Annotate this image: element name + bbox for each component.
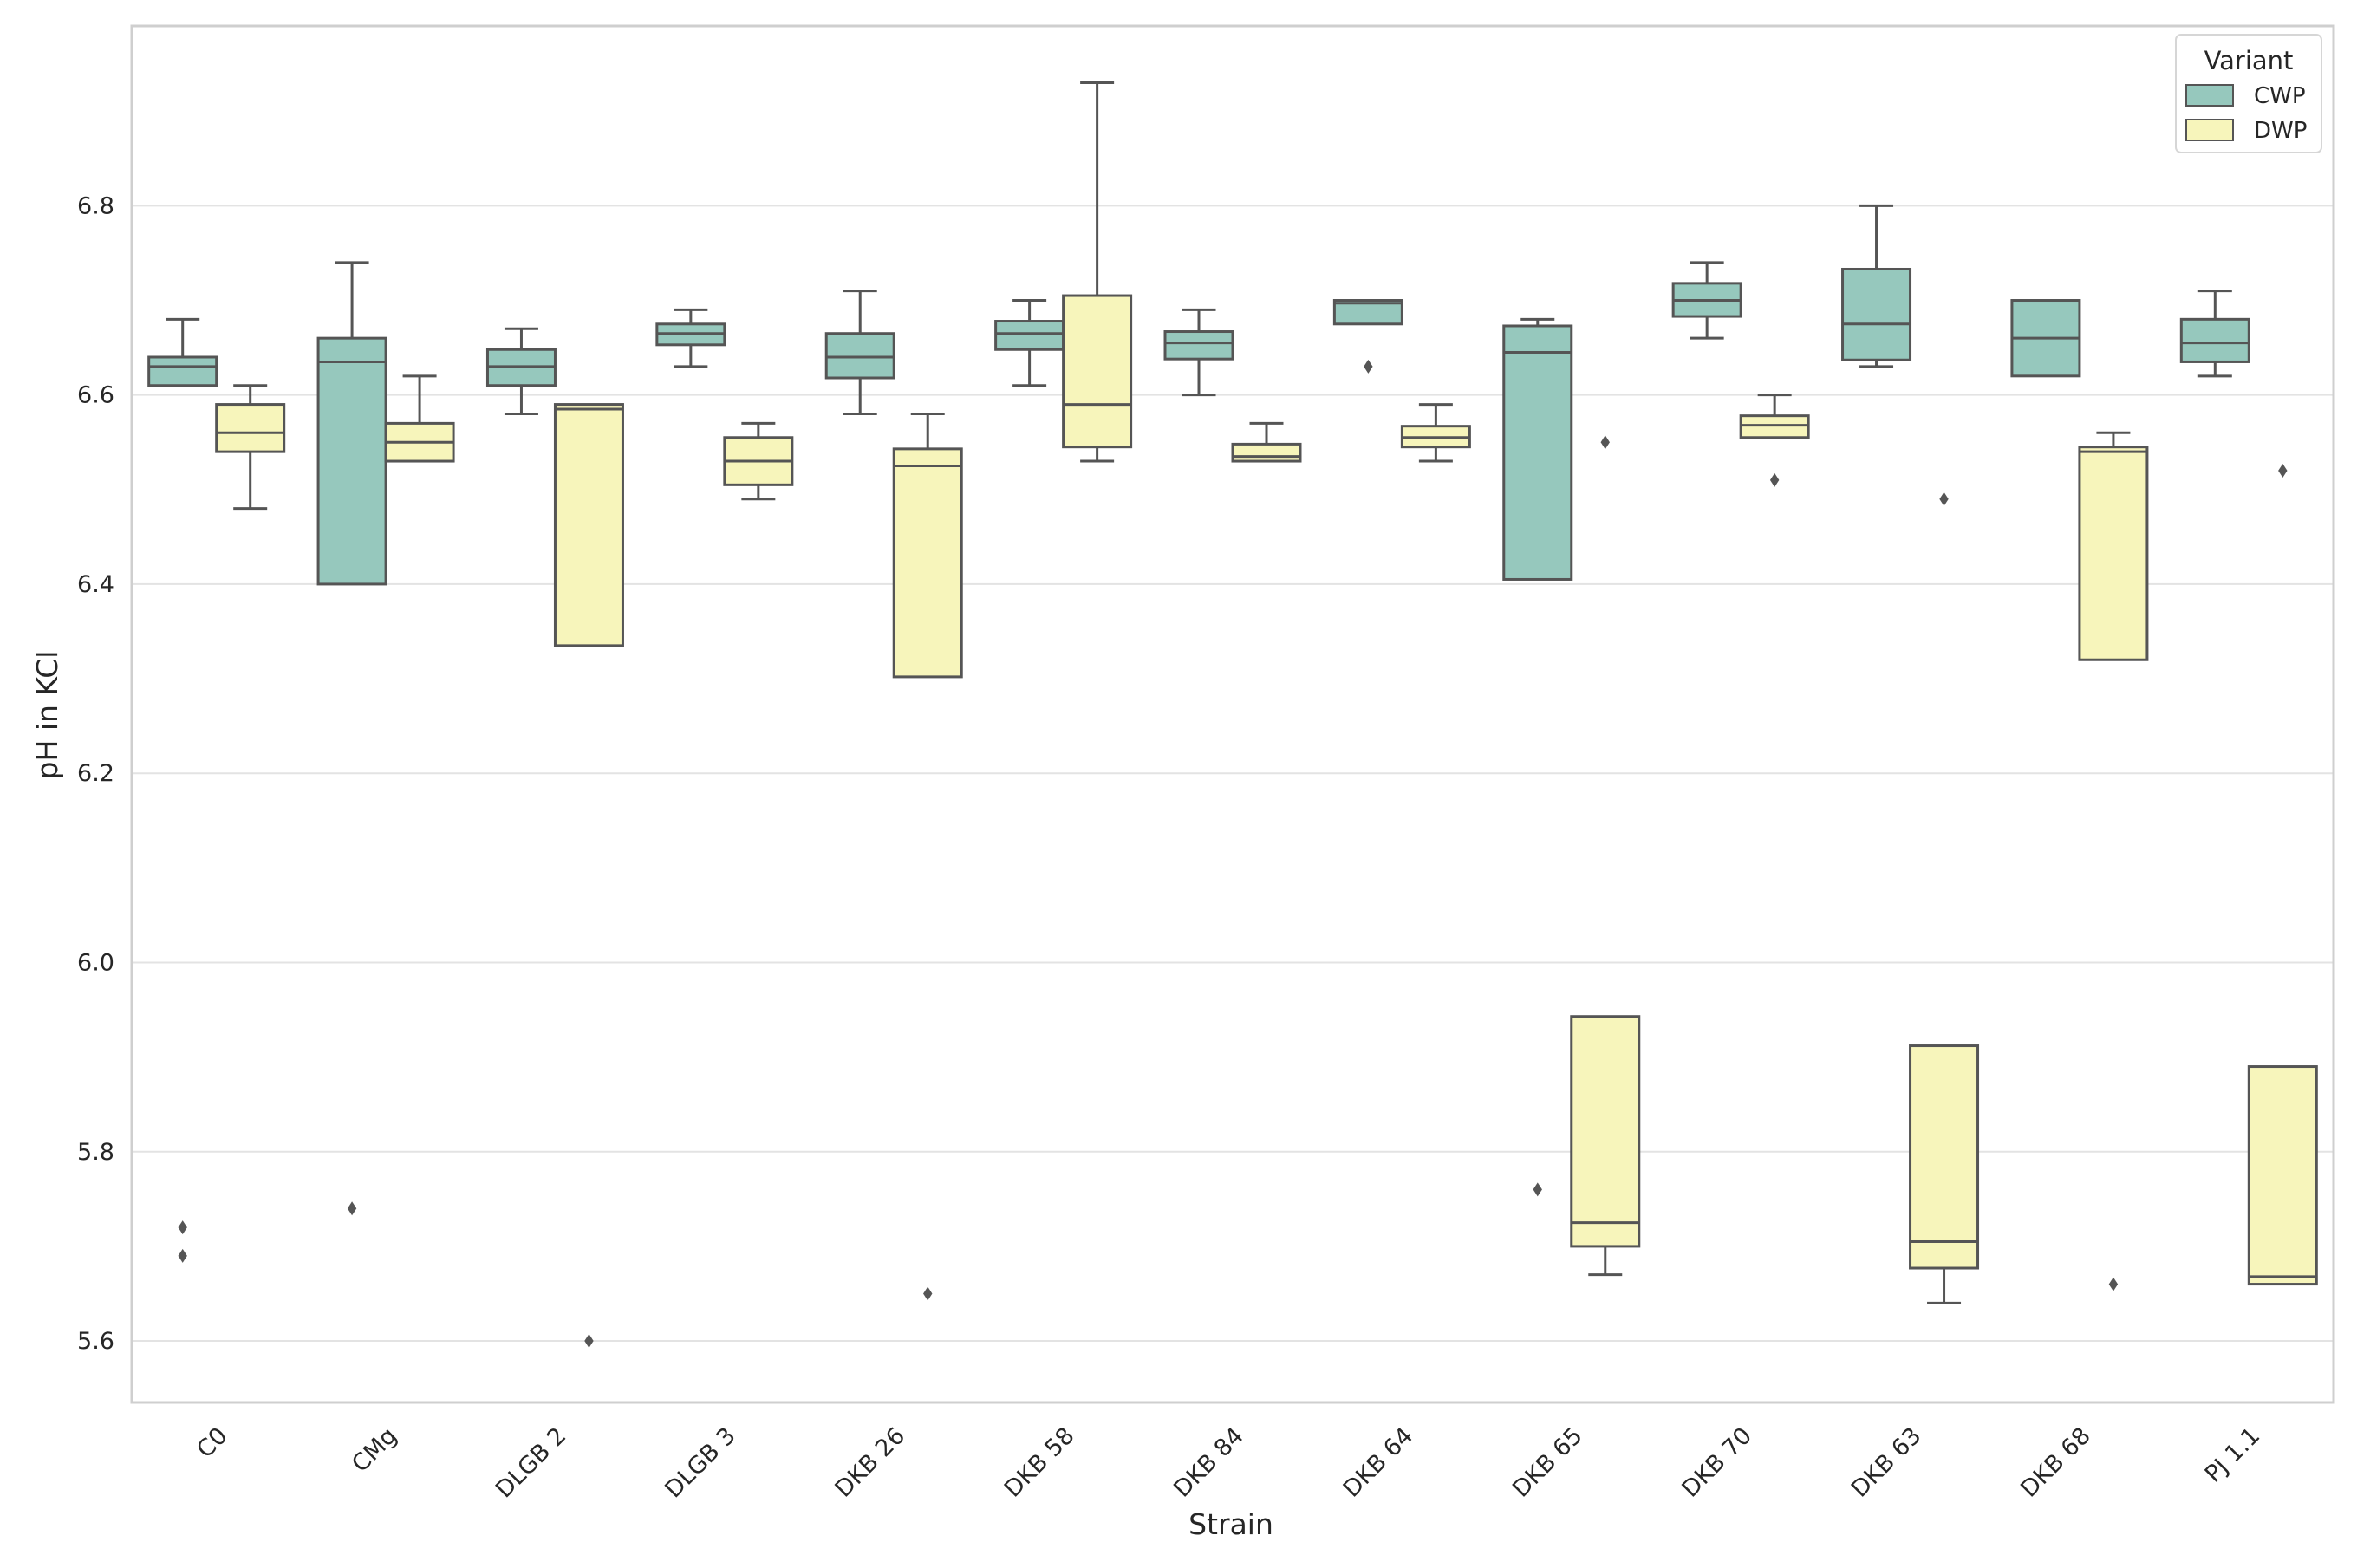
box-dwp	[384, 374, 455, 463]
box-dwp	[553, 403, 624, 1349]
box-dwp	[1909, 491, 1980, 1304]
x-tick-label: PJ 1.1	[2200, 1422, 2266, 1488]
outlier-point	[1939, 491, 1949, 506]
box-body	[147, 355, 218, 387]
y-tick-label: 5.8	[77, 1139, 114, 1166]
box-dwp	[2247, 463, 2318, 1286]
box-body	[2078, 446, 2149, 661]
plot-frame	[130, 24, 2335, 1404]
box-dwp	[1231, 421, 1302, 463]
x-axis-label: Strain	[1188, 1507, 1273, 1541]
outlier-point	[1600, 435, 1610, 450]
box-body	[316, 336, 387, 586]
x-tick-label: DKB 63	[1846, 1422, 1927, 1503]
box-body	[994, 320, 1065, 351]
x-tick-label: C0	[192, 1422, 232, 1463]
box-body	[215, 403, 286, 453]
box-body	[1062, 294, 1133, 449]
box-dwp	[1570, 435, 1641, 1277]
box-dwp	[215, 384, 286, 511]
legend-label-dwp: DWP	[2254, 118, 2307, 144]
box-body	[2179, 317, 2250, 363]
box-cwp	[1163, 308, 1234, 397]
box-dwp	[2078, 431, 2149, 1291]
box-dwp	[1739, 394, 1810, 487]
box-dwp	[1062, 81, 1133, 463]
x-tick-label: DKB 26	[830, 1422, 911, 1503]
box-cwp	[485, 327, 557, 415]
y-tick-label: 6.8	[77, 192, 114, 219]
outlier-point	[2278, 463, 2288, 478]
y-tick-label: 6.6	[77, 382, 114, 409]
y-axis-label: pH in KCl	[30, 651, 64, 780]
box-cwp	[1332, 299, 1403, 374]
x-tick-label: DKB 68	[2015, 1422, 2096, 1503]
box-cwp	[655, 308, 726, 368]
box-series	[147, 81, 2318, 1349]
y-axis-ticks: 5.6 5.8 6.0 6.2 6.4 6.6 6.8	[77, 192, 114, 1355]
y-tick-label: 6.2	[77, 760, 114, 787]
y-tick-label: 5.6	[77, 1328, 114, 1355]
gridlines	[132, 205, 2334, 1343]
y-tick-label: 6.0	[77, 949, 114, 976]
box-body	[1739, 414, 1810, 439]
x-tick-label: DLGB 3	[660, 1422, 740, 1503]
box-dwp	[892, 412, 963, 1301]
x-tick-label: DKB 84	[1169, 1422, 1249, 1503]
outlier-point	[1364, 359, 1373, 374]
box-body	[824, 332, 895, 380]
box-cwp	[1502, 317, 1573, 1197]
box-body	[2247, 1065, 2318, 1286]
box-body	[1502, 324, 1573, 581]
outlier-point	[178, 1220, 187, 1235]
x-tick-label: DLGB 2	[491, 1422, 571, 1503]
box-cwp	[994, 299, 1065, 387]
outlier-point	[1533, 1182, 1542, 1197]
box-dwp	[1400, 403, 1471, 463]
outlier-point	[2108, 1277, 2119, 1291]
legend-title: Variant	[2204, 46, 2294, 75]
x-tick-label: DKB 64	[1338, 1422, 1419, 1503]
box-cwp	[2010, 299, 2081, 378]
box-cwp	[147, 317, 218, 1263]
legend: Variant CWP DWP	[2175, 34, 2322, 153]
legend-swatch-cwp	[2185, 84, 2234, 107]
legend-label-cwp: CWP	[2254, 83, 2306, 109]
x-tick-label: DKB 58	[999, 1422, 1080, 1503]
legend-swatch-dwp	[2185, 119, 2234, 141]
x-tick-label: DKB 65	[1507, 1422, 1588, 1503]
box-body	[553, 403, 624, 647]
box-cwp	[316, 261, 387, 1216]
box-cwp	[1841, 204, 1912, 368]
outlier-point	[178, 1248, 187, 1263]
box-body	[1841, 267, 1912, 361]
box-dwp	[723, 421, 794, 501]
x-tick-label: DKB 70	[1677, 1422, 1757, 1503]
y-tick-label: 6.4	[77, 571, 114, 598]
outlier-point	[923, 1286, 933, 1301]
box-cwp	[2179, 290, 2250, 378]
box-cwp	[1671, 261, 1742, 340]
outlier-point	[347, 1201, 357, 1216]
box-cwp	[824, 290, 895, 415]
box-body	[1163, 330, 1234, 361]
x-axis-ticks: C0 CMg DLGB 2 DLGB 3 DKB 26 DKB 58 DKB 84 DKB 6…	[192, 1422, 2265, 1503]
box-body	[1570, 1015, 1641, 1248]
outlier-point	[584, 1334, 594, 1349]
box-body	[892, 447, 963, 679]
box-body	[1909, 1044, 1980, 1270]
x-tick-label: CMg	[347, 1422, 402, 1478]
outlier-point	[1769, 472, 1780, 487]
box-body	[1231, 442, 1302, 463]
